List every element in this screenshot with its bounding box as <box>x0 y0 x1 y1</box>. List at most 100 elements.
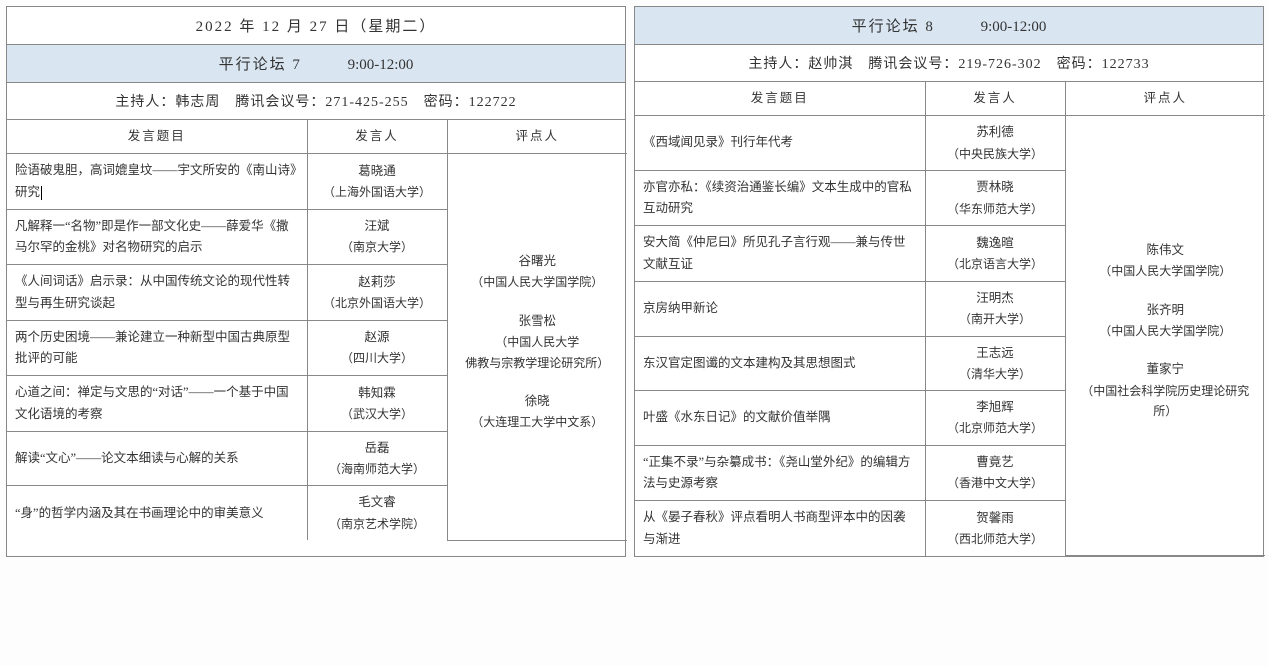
reviewer-affil: （中国人民大学国学院） <box>1074 321 1258 341</box>
forum8-host-line: 主持人：赵帅淇 腾讯会议号：219-726-302 密码：122733 <box>635 45 1263 82</box>
talk-title: 心道之间：禅定与文思的“对话”——一个基于中国文化语境的考察 <box>7 376 307 432</box>
speaker-affil: （海南师范大学） <box>316 459 439 479</box>
reviewers-cell: 陈伟文（中国人民大学国学院）张齐明（中国人民大学国学院）董家宁（中国社会科学院历… <box>1065 116 1265 556</box>
speaker-cell: 赵莉莎（北京外国语大学） <box>307 265 447 321</box>
speaker-cell: 贾林晓（华东师范大学） <box>925 170 1065 226</box>
talk-title: 亦官亦私：《续资治通鉴长编》文本生成中的官私互动研究 <box>635 170 925 226</box>
speaker-cell: 毛文睿（南京艺术学院） <box>307 486 447 540</box>
speaker-affil: （南京艺术学院） <box>316 514 439 534</box>
talk-title: 从《晏子春秋》评点看明人书商型评本中的因袭与渐进 <box>635 501 925 556</box>
speaker-cell: 葛晓通（上海外国语大学） <box>307 154 447 210</box>
col-reviewer-header: 评点人 <box>1065 82 1265 116</box>
speaker-cell: 苏利德（中央民族大学） <box>925 116 1065 171</box>
speaker-name: 汪斌 <box>316 216 439 237</box>
reviewer-affil: （大连理工大学中文系） <box>456 412 620 432</box>
forum7-label: 平行论坛 7 <box>219 57 302 73</box>
speaker-cell: 赵源（四川大学） <box>307 320 447 376</box>
reviewer-entry: 谷曙光（中国人民大学国学院） <box>456 251 620 293</box>
reviewer-entry: 徐晓（大连理工大学中文系） <box>456 391 620 433</box>
speaker-name: 苏利德 <box>934 122 1057 143</box>
speaker-affil: （北京语言大学） <box>934 254 1057 274</box>
speaker-cell: 韩知霖（武汉大学） <box>307 376 447 432</box>
speaker-affil: （香港中文大学） <box>934 473 1057 493</box>
reviewer-affil: （中国人民大学国学院） <box>1074 261 1258 281</box>
reviewer-name: 张齐明 <box>1074 300 1258 321</box>
text-cursor <box>41 186 42 200</box>
speaker-name: 韩知霖 <box>316 383 439 404</box>
table-row: 险语破鬼胆，高词媲皇坟——宇文所安的《南山诗》研究葛晓通（上海外国语大学）谷曙光… <box>7 154 627 210</box>
speaker-affil: （北京外国语大学） <box>316 293 439 313</box>
forum8-time: 9:00-12:00 <box>981 19 1047 35</box>
speaker-cell: 贺馨雨（西北师范大学） <box>925 501 1065 556</box>
reviewer-affil: （中国社会科学院历史理论研究所） <box>1074 381 1258 422</box>
col-reviewer-header: 评点人 <box>447 120 627 154</box>
talk-title: 两个历史困境——兼论建立一种新型中国古典原型批评的可能 <box>7 320 307 376</box>
forum8-panel: 平行论坛 8 9:00-12:00 主持人：赵帅淇 腾讯会议号：219-726-… <box>634 6 1264 557</box>
col-speaker-header: 发言人 <box>925 82 1065 116</box>
speaker-cell: 魏逸暄（北京语言大学） <box>925 226 1065 282</box>
talk-title: 解读“文心”——论文本细读与心解的关系 <box>7 431 307 486</box>
reviewer-affil: （中国人民大学 <box>456 332 620 352</box>
col-speaker-header: 发言人 <box>307 120 447 154</box>
speaker-affil: （南开大学） <box>934 309 1057 329</box>
speaker-name: 魏逸暄 <box>934 233 1057 254</box>
table-header-row: 发言题目 发言人 评点人 <box>635 82 1265 116</box>
speaker-affil: （西北师范大学） <box>934 529 1057 549</box>
reviewer-name: 谷曙光 <box>456 251 620 272</box>
forum8-table: 发言题目 发言人 评点人 《西域闻见录》刊行年代考苏利德（中央民族大学）陈伟文（… <box>635 82 1265 556</box>
talk-title: 京房纳甲新论 <box>635 281 925 336</box>
reviewer-name: 董家宁 <box>1074 359 1258 380</box>
speaker-cell: 汪明杰（南开大学） <box>925 281 1065 336</box>
forum8-label: 平行论坛 8 <box>852 19 935 35</box>
speaker-name: 贾林晓 <box>934 177 1057 198</box>
speaker-affil: （四川大学） <box>316 348 439 368</box>
speaker-name: 李旭辉 <box>934 397 1057 418</box>
speaker-name: 王志远 <box>934 343 1057 364</box>
schedule-page: 2022 年 12 月 27 日（星期二） 平行论坛 7 9:00-12:00 … <box>6 6 1262 557</box>
reviewer-affil: 佛教与宗教学理论研究所） <box>456 353 620 373</box>
speaker-cell: 王志远（清华大学） <box>925 336 1065 391</box>
talk-title: 《西域闻见录》刊行年代考 <box>635 116 925 171</box>
speaker-name: 贺馨雨 <box>934 508 1057 529</box>
talk-title: 东汉官定图谶的文本建构及其思想图式 <box>635 336 925 391</box>
talk-title: 《人间词话》启示录：从中国传统文论的现代性转型与再生研究谈起 <box>7 265 307 321</box>
reviewer-entry: 董家宁（中国社会科学院历史理论研究所） <box>1074 359 1258 421</box>
speaker-affil: （上海外国语大学） <box>316 182 439 202</box>
speaker-cell: 曹竟艺（香港中文大学） <box>925 445 1065 501</box>
talk-title: 叶盛《水东日记》的文献价值举隅 <box>635 391 925 446</box>
speaker-affil: （南京大学） <box>316 237 439 257</box>
speaker-cell: 李旭辉（北京师范大学） <box>925 391 1065 446</box>
speaker-cell: 汪斌（南京大学） <box>307 209 447 265</box>
speaker-affil: （武汉大学） <box>316 404 439 424</box>
reviewers-cell: 谷曙光（中国人民大学国学院） 张雪松（中国人民大学佛教与宗教学理论研究所） 徐晓（大… <box>447 154 627 540</box>
forum7-panel: 2022 年 12 月 27 日（星期二） 平行论坛 7 9:00-12:00 … <box>6 6 626 557</box>
forum8-header: 平行论坛 8 9:00-12:00 <box>635 7 1263 45</box>
talk-title: 安大简《仲尼曰》所见孔子言行观——兼与传世文献互证 <box>635 226 925 282</box>
reviewer-affil: （中国人民大学国学院） <box>456 272 620 292</box>
speaker-name: 赵源 <box>316 327 439 348</box>
forum7-header: 平行论坛 7 9:00-12:00 <box>7 45 625 83</box>
table-row: 《西域闻见录》刊行年代考苏利德（中央民族大学）陈伟文（中国人民大学国学院）张齐明… <box>635 116 1265 171</box>
talk-title: 险语破鬼胆，高词媲皇坟——宇文所安的《南山诗》研究 <box>7 154 307 210</box>
reviewer-name: 陈伟文 <box>1074 240 1258 261</box>
speaker-cell: 岳磊（海南师范大学） <box>307 431 447 486</box>
talk-title: “身”的哲学内涵及其在书画理论中的审美意义 <box>7 486 307 540</box>
speaker-affil: （华东师范大学） <box>934 199 1057 219</box>
reviewer-name: 徐晓 <box>456 391 620 412</box>
talk-title: 凡解释一“名物”即是作一部文化史——薛爱华《撒马尔罕的金桃》对名物研究的启示 <box>7 209 307 265</box>
table-header-row: 发言题目 发言人 评点人 <box>7 120 627 154</box>
talk-title: “正集不录”与杂纂成书：《尧山堂外纪》的编辑方法与史源考察 <box>635 445 925 501</box>
speaker-name: 赵莉莎 <box>316 272 439 293</box>
speaker-name: 葛晓通 <box>316 161 439 182</box>
date-header: 2022 年 12 月 27 日（星期二） <box>7 7 625 45</box>
speaker-affil: （清华大学） <box>934 364 1057 384</box>
reviewer-entry: 张齐明（中国人民大学国学院） <box>1074 300 1258 342</box>
speaker-affil: （北京师范大学） <box>934 418 1057 438</box>
speaker-name: 汪明杰 <box>934 288 1057 309</box>
reviewer-entry: 陈伟文（中国人民大学国学院） <box>1074 240 1258 282</box>
reviewer-entry: 张雪松（中国人民大学佛教与宗教学理论研究所） <box>456 311 620 373</box>
speaker-affil: （中央民族大学） <box>934 144 1057 164</box>
speaker-name: 曹竟艺 <box>934 452 1057 473</box>
forum7-host-line: 主持人：韩志周 腾讯会议号：271-425-255 密码：122722 <box>7 83 625 120</box>
speaker-name: 毛文睿 <box>316 492 439 513</box>
